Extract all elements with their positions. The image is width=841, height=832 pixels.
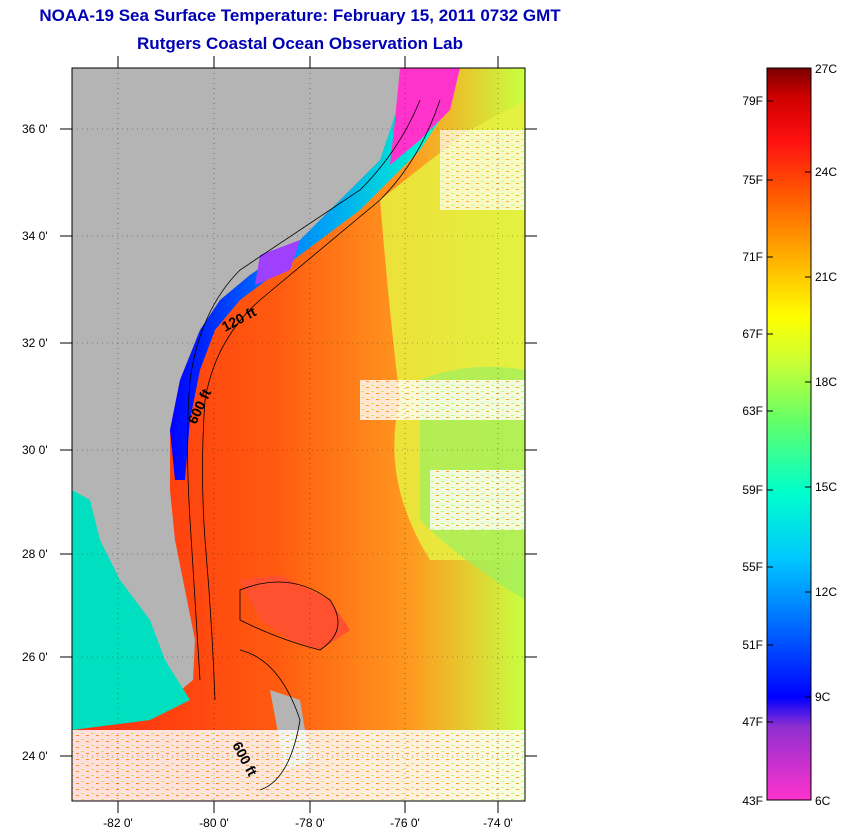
cbar-c-24: 24C <box>815 165 837 179</box>
cbar-f-67: 67F <box>742 327 763 341</box>
cbar-f-63: 63F <box>742 404 763 418</box>
colorbar-gradient <box>766 67 812 801</box>
lat-tick-28: 28 0' <box>22 547 48 561</box>
lon-tick-78: -78 0' <box>295 816 325 830</box>
map-title: NOAA-19 Sea Surface Temperature: Februar… <box>39 6 561 25</box>
map-frame <box>71 67 526 802</box>
lat-tick-36: 36 0' <box>22 122 48 136</box>
colorbar: 79F 75F 71F 67F 63F 59F 55F 51F 47F 43F … <box>742 62 837 808</box>
lat-tick-34: 34 0' <box>22 229 48 243</box>
cbar-c-15: 15C <box>815 480 837 494</box>
lon-tick-80: -80 0' <box>199 816 229 830</box>
cbar-f-59: 59F <box>742 483 763 497</box>
cbar-c-12: 12C <box>815 585 837 599</box>
sst-map-image <box>72 68 525 801</box>
cbar-c-18: 18C <box>815 375 837 389</box>
cbar-f-51: 51F <box>742 638 763 652</box>
lat-tick-26: 26 0' <box>22 650 48 664</box>
cbar-f-47: 47F <box>742 715 763 729</box>
lon-tick-82: -82 0' <box>103 816 133 830</box>
cbar-f-55: 55F <box>742 560 763 574</box>
lat-tick-24: 24 0' <box>22 749 48 763</box>
lat-tick-32: 32 0' <box>22 336 48 350</box>
cbar-c-9: 9C <box>815 690 831 704</box>
lon-tick-74: -74 0' <box>483 816 513 830</box>
cbar-c-21: 21C <box>815 270 837 284</box>
longitude-axis: -82 0' -80 0' -78 0' -76 0' -74 0' <box>103 56 513 830</box>
lon-tick-76: -76 0' <box>390 816 420 830</box>
cbar-f-43: 43F <box>742 794 763 808</box>
cbar-c-27: 27C <box>815 62 837 76</box>
map-subtitle: Rutgers Coastal Ocean Observation Lab <box>137 34 463 53</box>
cbar-f-71: 71F <box>742 250 763 264</box>
cbar-f-79: 79F <box>742 94 763 108</box>
latitude-axis: 36 0' 34 0' 32 0' 30 0' 28 0' 26 0' 24 0… <box>22 122 537 763</box>
graticule <box>72 68 525 801</box>
cbar-f-75: 75F <box>742 173 763 187</box>
lat-tick-30: 30 0' <box>22 443 48 457</box>
cbar-c-6: 6C <box>815 794 831 808</box>
